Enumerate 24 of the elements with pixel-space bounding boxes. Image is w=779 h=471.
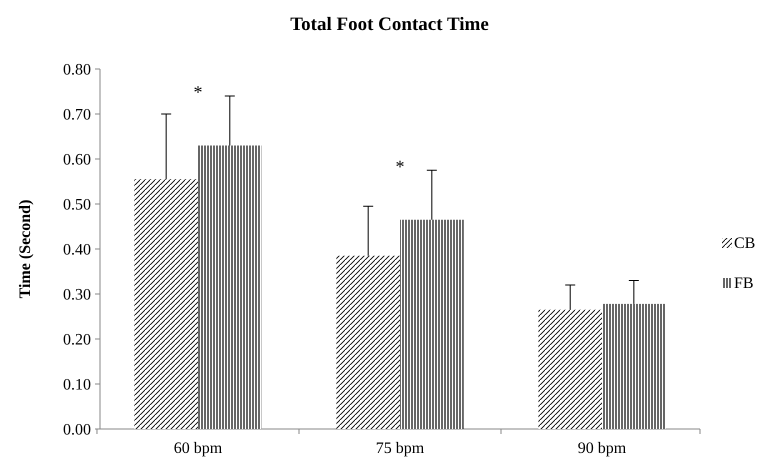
x-tick-label: 75 bpm [376, 440, 425, 457]
legend-label: FB [734, 275, 754, 292]
bar [198, 146, 262, 429]
bar [602, 304, 666, 429]
x-tick-label: 90 bpm [578, 440, 627, 457]
bar [400, 220, 464, 429]
bar [336, 256, 400, 429]
y-tick-label: 0.60 [63, 152, 91, 169]
y-tick-label: 0.50 [63, 196, 91, 214]
annotation: * [193, 82, 202, 102]
y-tick-label: 0.80 [63, 62, 91, 79]
chart-title: Total Foot Contact Time [290, 14, 489, 35]
bar [538, 310, 602, 429]
y-tick-label: 0.00 [63, 422, 91, 439]
y-axis-title: Time (Second) [17, 200, 34, 298]
y-tick-label: 0.70 [63, 106, 91, 124]
y-tick-label: 0.40 [63, 242, 91, 259]
legend-label: CB [734, 235, 756, 252]
y-tick-label: 0.30 [63, 286, 91, 304]
bar [134, 179, 198, 429]
y-tick-label: 0.10 [63, 376, 91, 394]
x-tick-label: 60 bpm [174, 440, 223, 457]
y-tick-label: 0.20 [63, 332, 91, 349]
annotation: * [396, 156, 404, 176]
